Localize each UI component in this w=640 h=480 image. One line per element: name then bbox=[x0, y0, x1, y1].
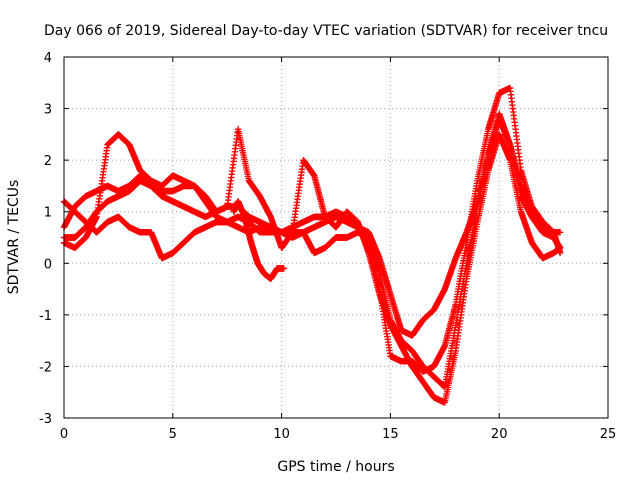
series-track-4 bbox=[60, 126, 564, 406]
chart-title: Day 066 of 2019, Sidereal Day-to-day VTE… bbox=[44, 23, 608, 39]
y-tick-label: 2 bbox=[44, 154, 52, 169]
y-tick-label: -1 bbox=[39, 309, 52, 324]
x-tick-label: 20 bbox=[491, 427, 508, 442]
y-tick-label: 4 bbox=[44, 51, 52, 66]
y-tick-label: -3 bbox=[39, 412, 52, 427]
x-tick-label: 25 bbox=[600, 427, 617, 442]
y-tick-label: -2 bbox=[39, 360, 52, 375]
data-point-marker bbox=[556, 229, 564, 236]
x-tick-label: 15 bbox=[382, 427, 399, 442]
series-track-3 bbox=[60, 115, 564, 391]
x-tick-label: 10 bbox=[273, 427, 290, 442]
axis-tick-labels: 0 5 10 15 20 25 -3 -2 -1 0 1 2 3 4 bbox=[39, 51, 616, 442]
series-track-5 bbox=[230, 198, 287, 282]
x-tick-label: 5 bbox=[169, 427, 177, 442]
x-axis-label: GPS time / hours bbox=[277, 459, 394, 475]
data-marks bbox=[60, 84, 564, 406]
axis-ticks bbox=[63, 56, 609, 419]
data-point-marker bbox=[280, 265, 287, 272]
y-tick-label: 3 bbox=[44, 103, 52, 118]
plot-frame bbox=[63, 56, 609, 419]
y-tick-label: 1 bbox=[44, 206, 52, 221]
x-tick-label: 0 bbox=[60, 427, 68, 442]
y-tick-label: 0 bbox=[44, 257, 52, 272]
data-point-marker bbox=[556, 244, 564, 252]
y-axis-label: SDTVAR / TECUs bbox=[6, 180, 22, 295]
